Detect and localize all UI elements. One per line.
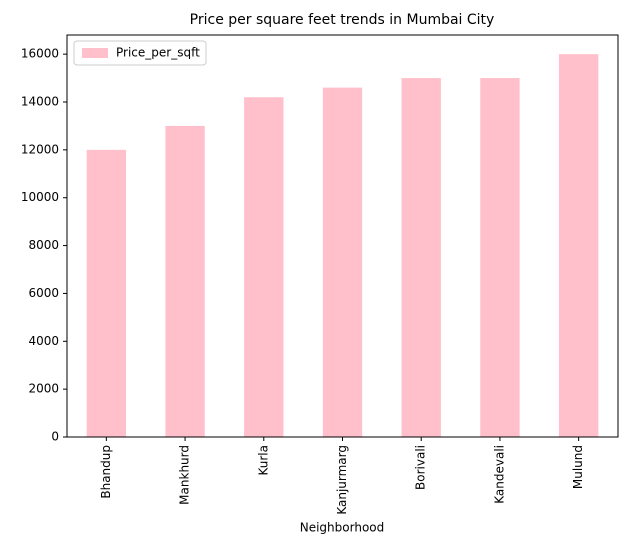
chart-title: Price per square feet trends in Mumbai C…	[190, 12, 495, 28]
y-tick-label: 8000	[28, 238, 59, 252]
x-tick-label: Mankhurd	[178, 445, 192, 505]
y-tick-label: 12000	[21, 142, 59, 156]
x-tick-label: Borivali	[414, 445, 428, 490]
bar	[165, 125, 205, 437]
bar	[558, 54, 599, 438]
y-tick-label: 10000	[21, 190, 59, 204]
x-tick-label: Mulund	[571, 445, 585, 489]
legend-label: Price_per_sqft	[116, 46, 200, 60]
y-tick-label: 2000	[28, 382, 59, 396]
legend-box	[73, 40, 207, 66]
y-tick-label: 16000	[21, 47, 59, 61]
y-tick-label: 4000	[28, 334, 59, 348]
bar	[322, 87, 363, 438]
bar	[244, 97, 284, 437]
x-tick-label: Kandevali	[492, 445, 506, 504]
legend-swatch	[82, 48, 108, 58]
bar	[480, 78, 520, 438]
plot-frame	[66, 34, 619, 438]
x-tick-label: Kurla	[256, 445, 270, 476]
bar	[86, 149, 127, 437]
y-tick-label: 0	[51, 430, 59, 444]
x-axis-label: Neighborhood	[300, 521, 385, 535]
bar	[401, 78, 441, 438]
y-tick-label: 14000	[21, 95, 59, 109]
x-tick-label: Kanjurmarg	[335, 445, 349, 515]
y-tick-label: 6000	[28, 286, 59, 300]
x-tick-label: Bhandup	[99, 445, 113, 499]
